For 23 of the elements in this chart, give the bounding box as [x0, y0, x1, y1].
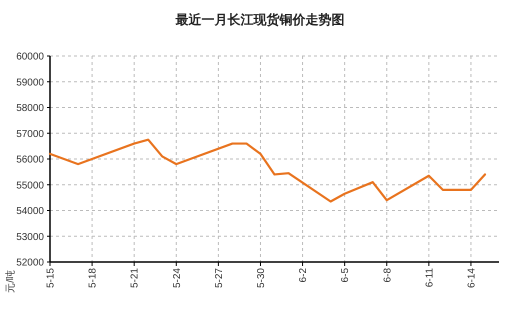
x-tick-label: 6-5 [340, 268, 352, 282]
x-tick-label: 5-24 [172, 268, 183, 288]
y-tick-label: 52000 [16, 258, 44, 268]
x-tick-label: 6-2 [298, 268, 310, 282]
y-tick-label: 60000 [16, 52, 44, 62]
y-tick-label: 53000 [16, 232, 44, 243]
y-tick-label: 54000 [16, 206, 44, 217]
x-tick-label: 5-21 [130, 268, 141, 288]
x-tick-label: 5-30 [256, 268, 267, 288]
x-tick-label: 6-11 [424, 268, 436, 288]
y-tick-label: 59000 [16, 77, 44, 88]
y-tick-label: 57000 [16, 128, 44, 140]
x-tick-label: 5-27 [214, 268, 225, 288]
chart-title: 最近一月长江现货铜价走势图 [174, 12, 344, 27]
line-series [48, 138, 486, 203]
x-tick-label: 6-8 [382, 268, 394, 282]
y-tick-label: 55000 [16, 180, 44, 192]
y-tick-label: 56000 [16, 154, 44, 166]
x-tick-label: 5-18 [88, 268, 99, 288]
x-tick-label: 6-14 [466, 268, 478, 288]
y-tick-label: 58000 [16, 103, 44, 114]
x-tick-label: 5-15 [46, 268, 56, 288]
y-axis-title: 元/吨 [4, 270, 16, 293]
